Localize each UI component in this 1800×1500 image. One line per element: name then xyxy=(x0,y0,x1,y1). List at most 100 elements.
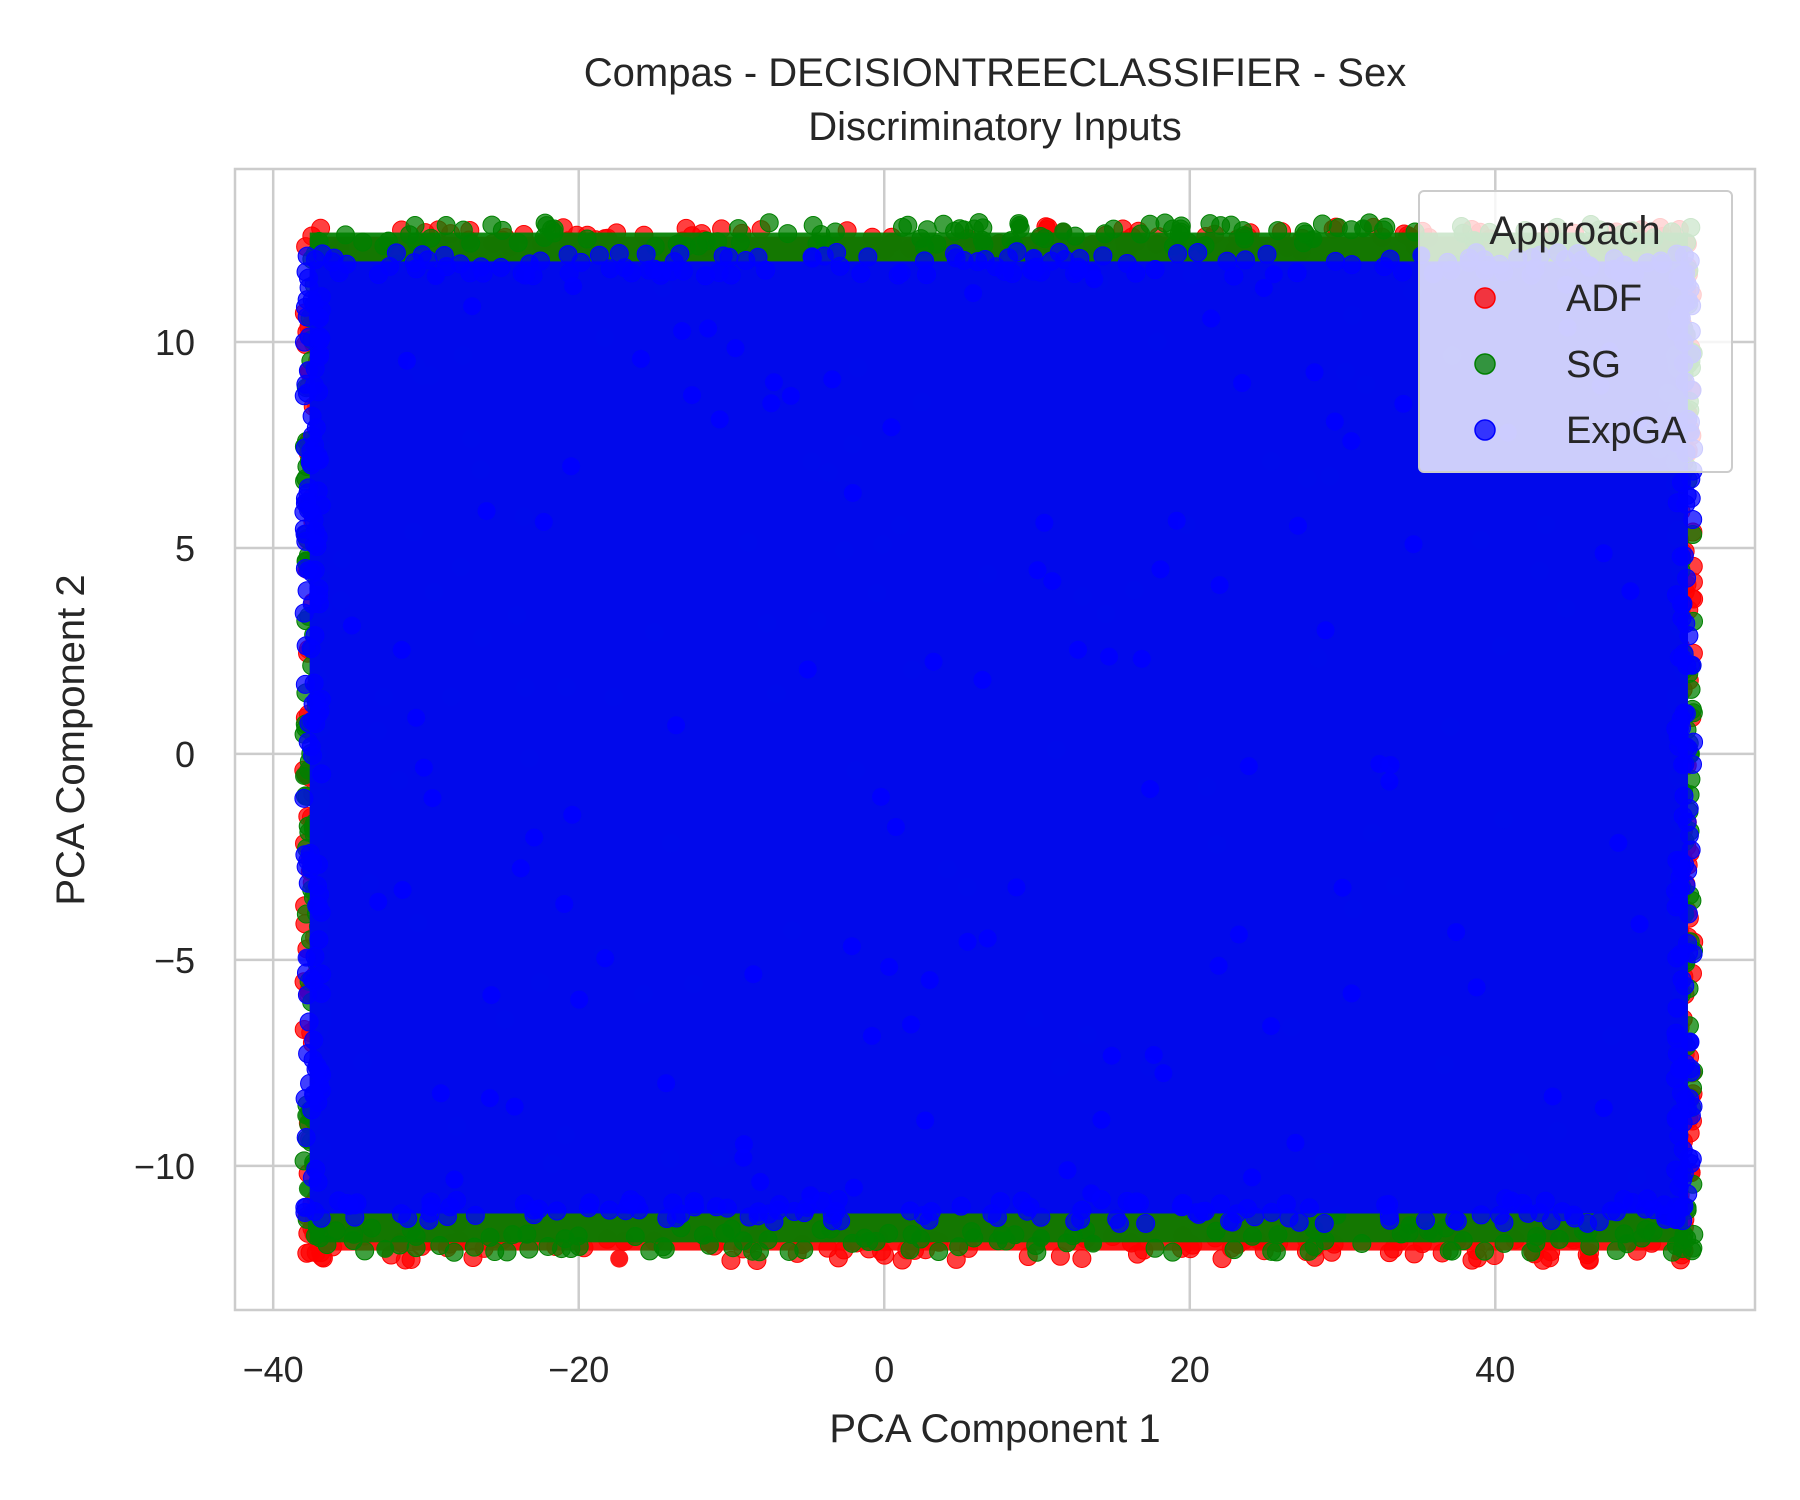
data-point xyxy=(296,963,316,983)
data-point xyxy=(1342,255,1362,275)
legend-title: Approach xyxy=(1489,209,1660,253)
data-point xyxy=(1287,263,1307,283)
data-point xyxy=(1333,878,1352,897)
data-point xyxy=(934,214,954,234)
data-point xyxy=(644,259,664,279)
data-point xyxy=(699,319,718,338)
data-point xyxy=(297,948,316,967)
data-point xyxy=(951,1196,971,1216)
data-point xyxy=(1326,251,1346,271)
data-point xyxy=(1031,226,1051,246)
data-point xyxy=(477,502,496,521)
data-point xyxy=(823,370,842,389)
data-point xyxy=(1674,1196,1694,1216)
data-point xyxy=(920,971,939,990)
data-point xyxy=(555,895,574,914)
data-point xyxy=(297,246,317,266)
data-point xyxy=(570,990,589,1009)
data-point xyxy=(1092,1110,1111,1129)
legend-entries: ADF SG ExpGA xyxy=(1474,278,1687,452)
data-point xyxy=(657,1074,676,1093)
data-point xyxy=(898,215,918,235)
data-point xyxy=(530,251,550,271)
data-point xyxy=(684,1192,704,1212)
data-point xyxy=(1167,511,1186,530)
data-point xyxy=(1195,1201,1215,1221)
data-point xyxy=(1549,1229,1569,1249)
data-point xyxy=(1209,956,1228,975)
data-point xyxy=(1239,757,1258,776)
y-tick-label: −10 xyxy=(134,1146,195,1187)
data-point xyxy=(1095,224,1115,244)
data-point xyxy=(482,986,501,1005)
data-point xyxy=(1163,1242,1183,1262)
data-point xyxy=(453,220,473,240)
data-point xyxy=(1404,1244,1424,1264)
data-point xyxy=(1145,1238,1165,1258)
data-point xyxy=(1354,219,1373,238)
data-point xyxy=(1028,561,1047,580)
data-point xyxy=(626,1194,646,1214)
data-point xyxy=(310,701,330,721)
data-point xyxy=(663,1193,683,1213)
data-point xyxy=(902,1015,921,1034)
data-point xyxy=(949,1237,969,1257)
data-point xyxy=(1235,250,1255,270)
data-point xyxy=(1370,754,1389,773)
data-point xyxy=(695,266,715,286)
data-point xyxy=(1268,1225,1288,1245)
data-point xyxy=(309,450,329,470)
data-point xyxy=(1007,242,1027,262)
chart-title: Compas - DECISIONTREECLASSIFIER - Sex xyxy=(584,51,1406,95)
data-point xyxy=(1057,1233,1077,1253)
data-point xyxy=(1352,1233,1372,1253)
data-point xyxy=(445,1170,464,1189)
x-tick-label: 20 xyxy=(1170,1349,1210,1390)
data-point xyxy=(589,245,609,265)
data-point xyxy=(706,1197,726,1217)
data-point xyxy=(843,483,862,502)
data-point xyxy=(1374,256,1394,276)
data-point xyxy=(958,932,977,951)
data-point xyxy=(1670,944,1690,964)
data-point xyxy=(1667,998,1687,1018)
data-point xyxy=(794,1240,814,1260)
data-point xyxy=(1224,1240,1244,1260)
data-point xyxy=(1393,262,1413,282)
data-point xyxy=(1082,1184,1101,1203)
data-point xyxy=(1666,1236,1686,1256)
x-tick-label: 0 xyxy=(874,1349,894,1390)
data-point xyxy=(992,1225,1012,1245)
data-point xyxy=(1667,851,1687,871)
data-point xyxy=(515,265,535,285)
data-point xyxy=(376,1239,395,1258)
data-point xyxy=(880,957,899,976)
data-point xyxy=(710,410,729,429)
data-point xyxy=(480,1089,499,1108)
data-point xyxy=(1200,214,1220,234)
data-point xyxy=(1475,1241,1495,1261)
data-point xyxy=(1607,1202,1627,1222)
data-point xyxy=(1683,1096,1703,1116)
data-point xyxy=(1242,1168,1261,1187)
data-point xyxy=(734,1135,753,1154)
data-point xyxy=(1262,1017,1281,1036)
data-point xyxy=(336,225,356,245)
y-tick-labels: −10 −5 0 5 10 xyxy=(134,322,195,1187)
data-point xyxy=(748,1202,768,1222)
data-point xyxy=(369,892,388,911)
data-point xyxy=(326,1221,346,1241)
data-point xyxy=(1494,1233,1514,1253)
data-point xyxy=(744,965,763,984)
data-point xyxy=(304,673,324,693)
data-point xyxy=(1032,1228,1051,1247)
data-point xyxy=(511,859,530,878)
data-point xyxy=(558,245,578,265)
data-point xyxy=(784,1201,804,1221)
data-point xyxy=(431,1084,450,1103)
data-point xyxy=(1679,626,1699,646)
data-point xyxy=(393,880,412,899)
data-point xyxy=(1217,251,1237,271)
data-point xyxy=(798,660,817,679)
